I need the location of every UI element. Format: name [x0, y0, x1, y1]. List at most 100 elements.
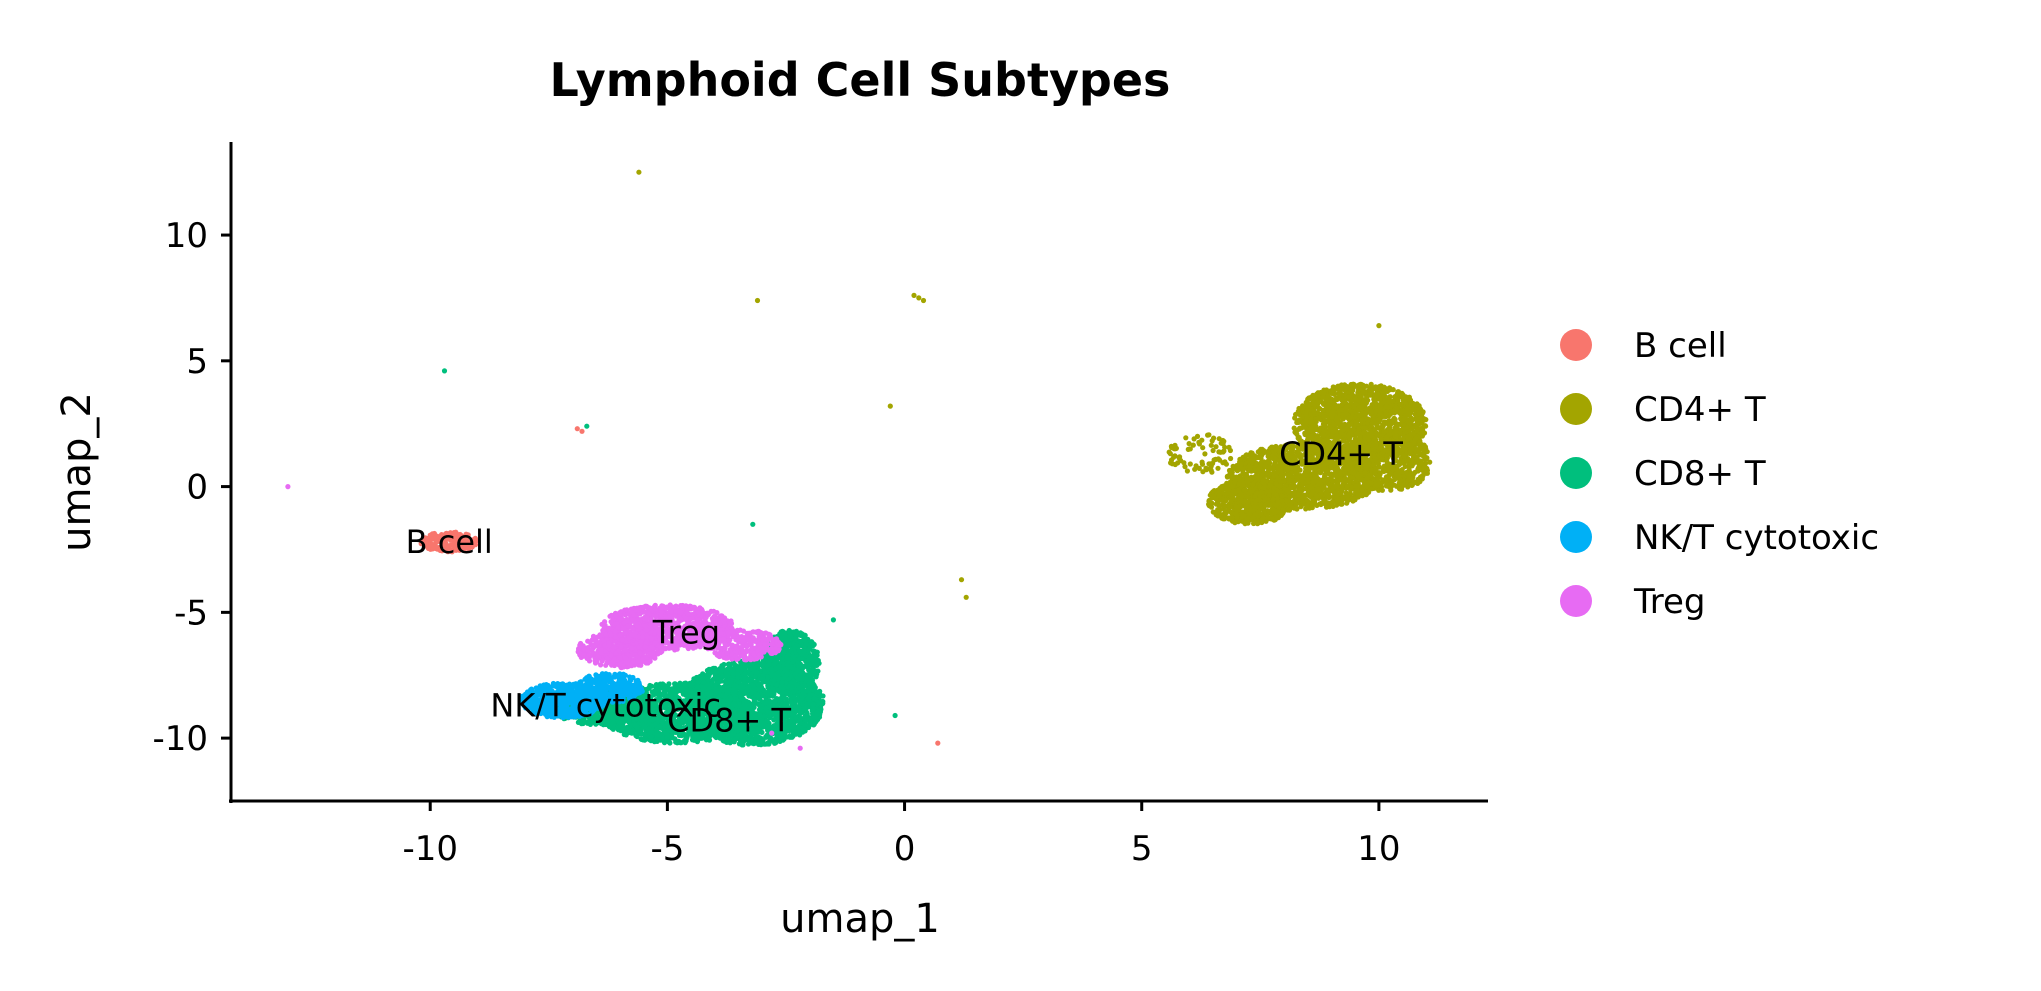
data-point: [1340, 422, 1346, 428]
data-point: [1364, 480, 1370, 486]
outlier-point: [920, 297, 927, 304]
data-point: [1216, 436, 1222, 442]
data-point: [1277, 483, 1283, 489]
data-point: [1342, 387, 1348, 393]
data-point: [1321, 432, 1327, 439]
data-point: [1288, 483, 1294, 489]
data-point: [1257, 484, 1263, 490]
data-point: [1345, 497, 1351, 503]
data-point: [1199, 437, 1205, 443]
data-point: [1217, 449, 1224, 455]
data-point: [1265, 453, 1271, 459]
data-point: [1414, 421, 1420, 427]
data-point: [1205, 432, 1211, 438]
data-point: [1229, 484, 1235, 490]
data-point: [1294, 497, 1301, 503]
data-point: [1267, 460, 1273, 466]
data-point: [1326, 494, 1332, 500]
data-point: [1221, 438, 1227, 444]
data-point: [1245, 479, 1251, 485]
data-point: [1313, 493, 1320, 500]
series-0: [418, 426, 941, 746]
data-point: [1172, 442, 1178, 448]
data-point: [1362, 399, 1368, 405]
outlier-point: [916, 295, 922, 301]
data-point: [1367, 472, 1373, 478]
data-point: [1377, 385, 1383, 391]
data-point: [1318, 491, 1324, 497]
data-point: [1304, 407, 1310, 413]
outlier-point: [963, 594, 969, 600]
data-point: [1350, 381, 1356, 387]
data-point: [1238, 461, 1244, 467]
data-point: [1228, 499, 1234, 505]
outlier-point: [579, 428, 585, 434]
data-point: [1343, 404, 1349, 410]
data-point: [1328, 412, 1334, 418]
data-point: [429, 541, 435, 548]
data-point: [1194, 433, 1201, 439]
data-point: [1200, 469, 1206, 475]
data-point: [1355, 426, 1361, 432]
data-point: [1234, 468, 1240, 474]
data-point: [1360, 430, 1366, 436]
data-point: [448, 537, 454, 543]
data-point: [1356, 398, 1362, 404]
data-point: [1259, 489, 1266, 495]
data-point: [441, 537, 447, 543]
data-point: [1354, 488, 1360, 494]
data-point: [1394, 407, 1400, 413]
data-point: [1287, 502, 1293, 508]
data-point: [1344, 483, 1350, 489]
data-point: [1206, 502, 1213, 509]
data-point: [1202, 451, 1208, 457]
data-point: [422, 538, 428, 544]
data-point: [1356, 412, 1362, 419]
data-point: [1267, 466, 1273, 472]
data-point: [1322, 418, 1328, 424]
data-point: [1389, 420, 1395, 426]
data-point: [1391, 482, 1397, 488]
data-point: [456, 538, 462, 545]
data-point: [1421, 443, 1427, 449]
data-point: [1410, 400, 1416, 406]
data-point: [1326, 418, 1332, 425]
data-point: [1216, 493, 1222, 499]
data-point: [1408, 459, 1414, 465]
data-point: [445, 547, 451, 553]
data-point: [1208, 442, 1214, 448]
data-point: [1237, 456, 1243, 462]
data-point: [1224, 473, 1230, 479]
outlier-point: [935, 740, 941, 746]
data-point: [1330, 503, 1336, 509]
data-point: [1267, 471, 1273, 477]
series-1: [636, 169, 1433, 600]
outlier-point: [636, 169, 642, 175]
data-point: [1407, 482, 1414, 488]
data-point: [1404, 406, 1410, 412]
data-point: [1351, 427, 1357, 433]
data-point: [1417, 406, 1423, 412]
data-point: [1394, 421, 1400, 427]
data-point: [1377, 396, 1383, 402]
data-point: [1294, 419, 1300, 426]
data-point: [1258, 510, 1264, 517]
data-point: [1325, 408, 1331, 414]
data-point: [1336, 391, 1342, 397]
data-point: [1240, 469, 1246, 475]
data-point: [1262, 463, 1269, 470]
data-point: [1421, 430, 1428, 436]
data-point: [1390, 398, 1396, 404]
data-point: [1374, 393, 1380, 399]
data-point: [1285, 507, 1291, 513]
data-point: [1223, 461, 1229, 467]
data-point: [425, 545, 431, 552]
data-point: [457, 547, 463, 553]
data-point: [1235, 495, 1241, 501]
data-point: [1339, 397, 1345, 403]
data-point: [1415, 468, 1421, 474]
data-point: [1271, 489, 1277, 495]
data-point: [1321, 414, 1327, 420]
data-point: [1222, 503, 1228, 509]
